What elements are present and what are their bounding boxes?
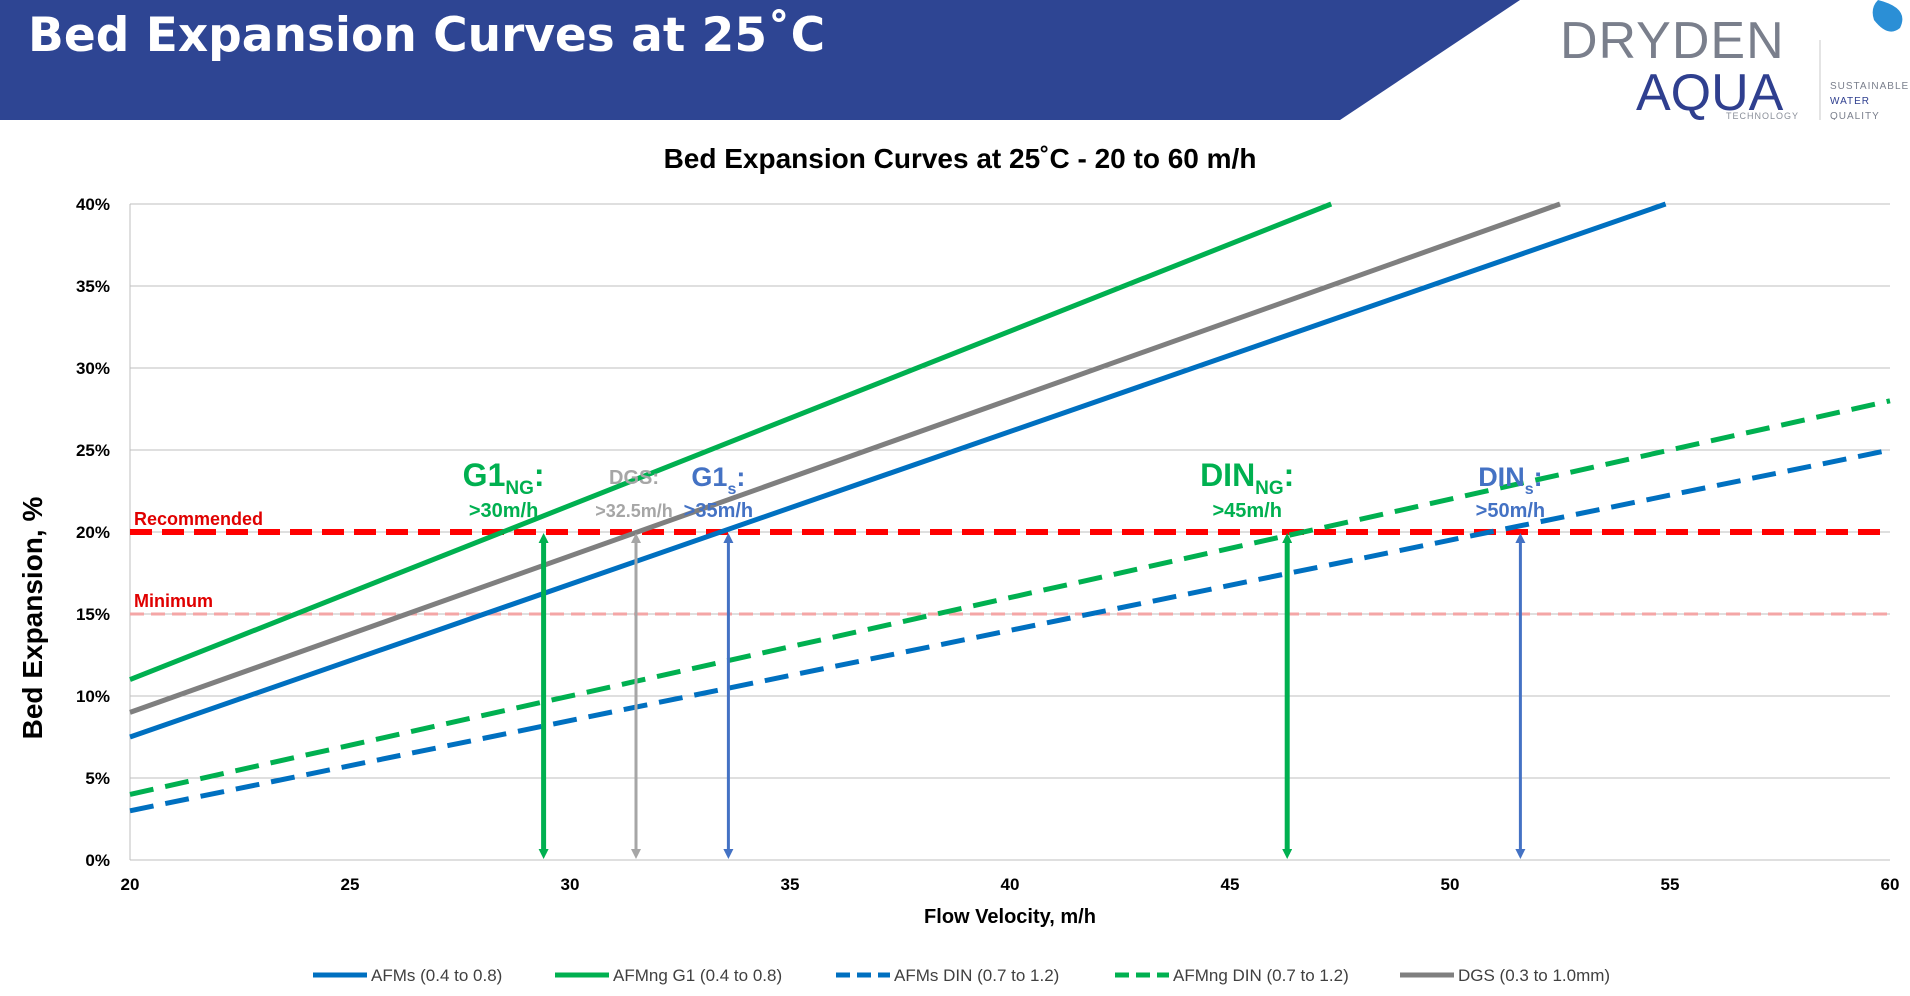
- series-line: [129, 201, 1667, 740]
- annotation-suffix: :: [1534, 462, 1543, 492]
- annotation-value: >30m/h: [469, 500, 538, 522]
- annotation-value: >50m/h: [1476, 500, 1545, 522]
- annotation-main: G1: [463, 457, 506, 493]
- annotation-value: >32.5m/h: [595, 501, 673, 521]
- y-tick-label: 25%: [76, 441, 110, 460]
- x-tick-label: 40: [1001, 875, 1020, 894]
- x-axis-label: Flow Velocity, m/h: [924, 906, 1096, 928]
- legend: AFMs (0.4 to 0.8) AFMng G1 (0.4 to 0.8) AF…: [313, 966, 1610, 985]
- series-line: [129, 201, 1561, 715]
- annotation-sub: NG: [1255, 478, 1284, 499]
- annotation-suffix: :: [1284, 457, 1295, 493]
- logo-technology: TECHNOLOGY: [1726, 111, 1799, 120]
- y-tick-label: 0%: [85, 851, 110, 870]
- x-tick-label: 50: [1441, 875, 1460, 894]
- logo-tagline-2: WATER: [1830, 96, 1870, 107]
- page-title: Bed Expansion Curves at 25˚C: [28, 8, 826, 63]
- x-tick-label: 30: [561, 875, 580, 894]
- logo-line1: DRYDEN: [1560, 12, 1785, 70]
- series-line: [129, 201, 1333, 682]
- data-series: [129, 201, 1891, 814]
- series-line: [129, 447, 1891, 814]
- y-tick-label: 35%: [76, 277, 110, 296]
- legend-label: AFMs DIN (0.7 to 1.2): [894, 966, 1059, 985]
- logo-line2: AQUA: [1636, 64, 1784, 120]
- x-tick-label: 25: [341, 875, 360, 894]
- banner-shape: [0, 0, 1520, 120]
- x-tick-label: 35: [781, 875, 800, 894]
- annotation-main: G1: [691, 462, 727, 492]
- company-logo: DRYDEN AQUA TECHNOLOGY SUSTAINABLE WATER…: [1560, 0, 1909, 120]
- annotation-label: DINs:: [1478, 462, 1542, 498]
- annotation-sub: s: [727, 481, 736, 498]
- annotation-sub: s: [1525, 481, 1534, 498]
- title-banner: [0, 0, 1520, 120]
- annotation-main: DGS:: [609, 467, 659, 489]
- x-tick-label: 55: [1661, 875, 1680, 894]
- axes: 0% 5% 10% 15% 20% 25% 30% 35% 40% 20 25 30 35 40 45 50 5…: [76, 195, 1899, 894]
- y-tick-label: 30%: [76, 359, 110, 378]
- legend-label: AFMs (0.4 to 0.8): [371, 966, 502, 985]
- chart-title: Bed Expansion Curves at 25˚C - 20 to 60 …: [664, 143, 1257, 174]
- x-tick-label: 20: [121, 875, 140, 894]
- annotation-label: G1s:: [691, 462, 745, 498]
- y-tick-label: 20%: [76, 523, 110, 542]
- logo-tagline-1: SUSTAINABLE: [1830, 81, 1909, 92]
- reference-line-label: Minimum: [134, 591, 213, 611]
- reference-line-label: Recommended: [134, 509, 263, 529]
- y-axis-label: Bed Expansion, %: [17, 497, 48, 740]
- annotation-label: G1NG:: [463, 457, 545, 499]
- annotation-main: DIN: [1478, 462, 1525, 492]
- annotation-main: DIN: [1200, 457, 1255, 493]
- annotation-value: >45m/h: [1212, 500, 1281, 522]
- y-tick-label: 40%: [76, 195, 110, 214]
- annotation-label: DGS:: [609, 467, 659, 489]
- annotation-suffix: :: [534, 457, 545, 493]
- annotation-value: >35m/h: [684, 500, 753, 522]
- annotation-arrows: [538, 533, 1526, 859]
- reference-lines: Recommended Minimum: [130, 509, 1890, 616]
- bed-expansion-chart: Bed Expansion Curves at 25˚C - 20 to 60 …: [17, 143, 1899, 985]
- annotation-sub: NG: [505, 478, 533, 499]
- annotations: G1NG:>30m/hDGS:>32.5m/hG1s:>35m/hDINNG:>…: [463, 457, 1545, 522]
- logo-tagline-3: QUALITY: [1830, 111, 1880, 120]
- y-tick-label: 15%: [76, 605, 110, 624]
- annotation-label: DINNG:: [1200, 457, 1294, 499]
- series-line: [129, 398, 1891, 797]
- x-tick-label: 60: [1881, 875, 1900, 894]
- legend-label: AFMng DIN (0.7 to 1.2): [1173, 966, 1349, 985]
- x-tick-label: 45: [1221, 875, 1240, 894]
- legend-label: AFMng G1 (0.4 to 0.8): [613, 966, 782, 985]
- y-tick-label: 10%: [76, 687, 110, 706]
- water-drop-icon: [1872, 0, 1903, 32]
- legend-label: DGS (0.3 to 1.0mm): [1458, 966, 1610, 985]
- y-tick-label: 5%: [85, 769, 110, 788]
- annotation-suffix: :: [736, 462, 745, 492]
